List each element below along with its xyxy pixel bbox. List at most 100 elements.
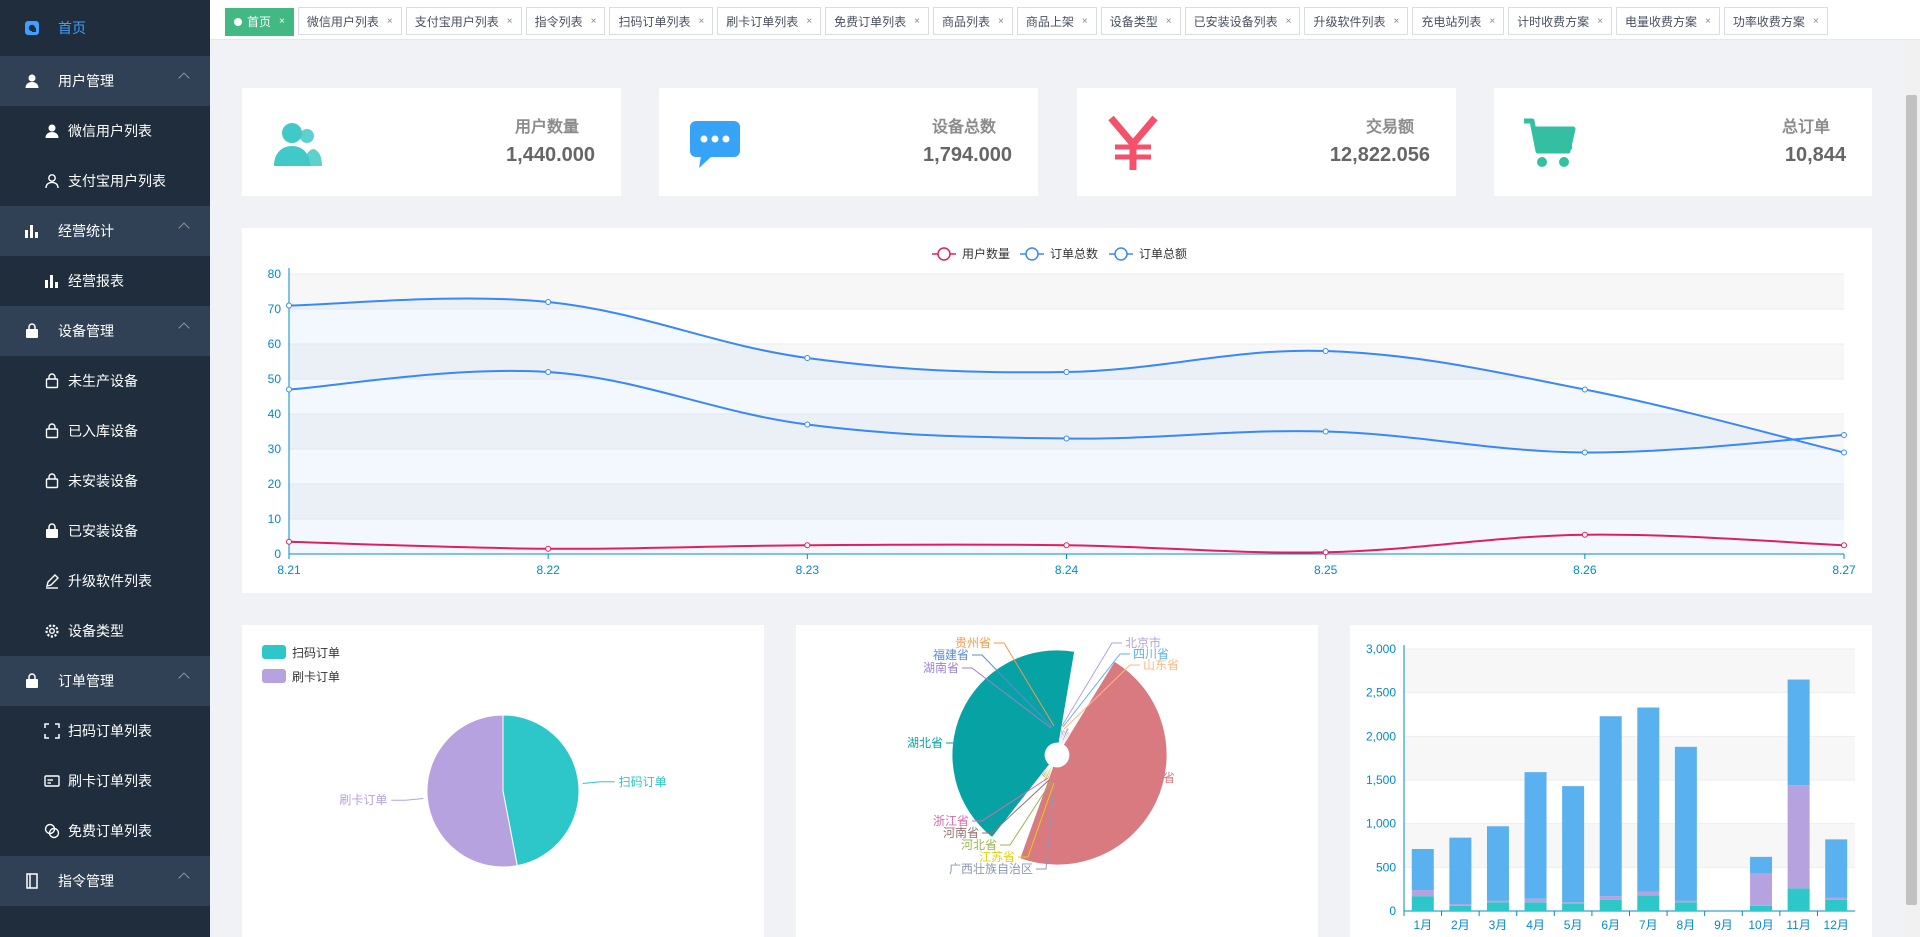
- rose-slice[interactable]: [951, 649, 1076, 839]
- close-icon[interactable]: ×: [386, 15, 393, 27]
- bar-segment[interactable]: [1486, 900, 1509, 903]
- bar-segment[interactable]: [1562, 786, 1585, 903]
- close-icon[interactable]: ×: [506, 15, 513, 27]
- legend-item[interactable]: 用户数量: [932, 246, 1010, 261]
- close-icon[interactable]: ×: [1081, 15, 1088, 27]
- bar-segment[interactable]: [1637, 891, 1660, 896]
- bar-segment[interactable]: [1411, 896, 1434, 911]
- bar-segment[interactable]: [1486, 826, 1509, 901]
- sidebar-item-2-0[interactable]: 未生产设备: [0, 356, 210, 406]
- sidebar-item-3-0[interactable]: 扫码订单列表: [0, 706, 210, 756]
- close-icon[interactable]: ×: [1165, 15, 1172, 27]
- bar-segment[interactable]: [1825, 897, 1848, 900]
- sidebar-item-2-1[interactable]: 已入库设备: [0, 406, 210, 456]
- sidebar-item-2-2[interactable]: 未安装设备: [0, 456, 210, 506]
- tag-home[interactable]: 首页 ×: [225, 7, 294, 36]
- sidebar-item-0-1[interactable]: 支付宝用户列表: [0, 156, 210, 206]
- close-icon[interactable]: ×: [998, 15, 1004, 27]
- tag-item[interactable]: 已安装设备列表 ×: [1184, 7, 1301, 35]
- stat-card-0[interactable]: 用户数量 1,440.000: [242, 88, 621, 196]
- tag-item[interactable]: 商品列表 ×: [933, 7, 1013, 35]
- bar-segment[interactable]: [1599, 896, 1622, 900]
- sidebar-item-3-1[interactable]: 刷卡订单列表: [0, 756, 210, 806]
- bar-segment[interactable]: [1562, 902, 1585, 905]
- sidebar-group-1[interactable]: 经营统计: [0, 206, 210, 256]
- bar-segment[interactable]: [1750, 873, 1773, 906]
- close-icon[interactable]: ×: [1705, 15, 1711, 27]
- pie-slice[interactable]: [502, 714, 580, 867]
- sidebar-item-3-2[interactable]: 免费订单列表: [0, 806, 210, 856]
- sidebar-group-4[interactable]: 指令管理: [0, 856, 210, 906]
- legend-item[interactable]: 刷卡订单: [262, 669, 340, 684]
- sidebar-item-2-4[interactable]: 升级软件列表: [0, 556, 210, 606]
- sidebar-item-2-5[interactable]: 设备类型: [0, 606, 210, 656]
- scrollbar-thumb[interactable]: [1906, 95, 1917, 905]
- stat-card-1[interactable]: 设备总数 1,794.000: [659, 88, 1038, 196]
- tag-item[interactable]: 商品上架 ×: [1016, 7, 1097, 35]
- bar-segment[interactable]: [1825, 899, 1848, 911]
- close-icon[interactable]: ×: [590, 15, 597, 27]
- bar-segment[interactable]: [1411, 890, 1434, 897]
- close-icon[interactable]: ×: [1597, 15, 1604, 27]
- sidebar-group-0[interactable]: 用户管理: [0, 56, 210, 106]
- bar-segment[interactable]: [1411, 848, 1434, 891]
- sidebar-item-0-0[interactable]: 微信用户列表: [0, 106, 210, 156]
- legend-item[interactable]: 订单总额: [1109, 247, 1187, 261]
- bar-segment[interactable]: [1750, 905, 1773, 911]
- bar-segment[interactable]: [1674, 900, 1697, 903]
- tag-item[interactable]: 充电站列表 ×: [1412, 7, 1505, 35]
- sidebar-group-2[interactable]: 设备管理: [0, 306, 210, 356]
- tag-item[interactable]: 电量收费方案 ×: [1616, 7, 1720, 35]
- sidebar-item-home[interactable]: 首页: [0, 0, 210, 56]
- bar-segment[interactable]: [1787, 785, 1810, 889]
- legend-item[interactable]: 扫码订单: [262, 645, 340, 660]
- rose-slice[interactable]: [1062, 731, 1072, 746]
- close-icon[interactable]: ×: [1285, 15, 1292, 27]
- bar-segment[interactable]: [1562, 904, 1585, 911]
- close-icon[interactable]: ×: [279, 16, 285, 27]
- bar-segment[interactable]: [1637, 895, 1660, 911]
- rose-slice[interactable]: [1019, 660, 1168, 866]
- legend-item[interactable]: 订单总数: [1020, 246, 1098, 261]
- close-icon[interactable]: ×: [698, 15, 705, 27]
- bar-segment[interactable]: [1599, 716, 1622, 897]
- tag-item[interactable]: 刷卡订单列表 ×: [717, 7, 822, 35]
- tag-item[interactable]: 升级软件列表 ×: [1304, 7, 1409, 35]
- bar-segment[interactable]: [1787, 679, 1810, 786]
- close-icon[interactable]: ×: [806, 15, 813, 27]
- tag-item[interactable]: 功率收费方案 ×: [1723, 7, 1828, 35]
- tag-item[interactable]: 指令列表 ×: [525, 7, 606, 35]
- stat-card-3[interactable]: 总订单 10,844: [1494, 88, 1872, 196]
- sidebar-item-1-0[interactable]: 经营报表: [0, 256, 210, 306]
- page-scrollbar[interactable]: [1903, 40, 1920, 937]
- bar-segment[interactable]: [1524, 902, 1547, 911]
- tag-item[interactable]: 计时收费方案 ×: [1508, 7, 1613, 35]
- bar-segment[interactable]: [1674, 746, 1697, 901]
- bar-segment[interactable]: [1449, 904, 1472, 906]
- close-icon[interactable]: ×: [1489, 15, 1496, 27]
- rose-slice[interactable]: [1060, 727, 1070, 745]
- pie-slice[interactable]: [426, 714, 518, 868]
- sidebar-group-3[interactable]: 订单管理: [0, 656, 210, 706]
- bar-segment[interactable]: [1449, 905, 1472, 911]
- close-icon[interactable]: ×: [914, 15, 921, 27]
- bar-segment[interactable]: [1637, 707, 1660, 892]
- sidebar-item-2-3[interactable]: 已安装设备: [0, 506, 210, 556]
- bar-segment[interactable]: [1750, 856, 1773, 874]
- bar-segment[interactable]: [1449, 837, 1472, 905]
- bar-segment[interactable]: [1787, 888, 1810, 911]
- tag-item[interactable]: 微信用户列表 ×: [297, 7, 402, 35]
- tag-item[interactable]: 扫码订单列表 ×: [609, 7, 714, 35]
- tag-item[interactable]: 免费订单列表 ×: [825, 7, 930, 35]
- stat-card-2[interactable]: 交易额 12,822.056: [1077, 88, 1456, 196]
- bar-segment[interactable]: [1524, 898, 1547, 903]
- bar-segment[interactable]: [1599, 899, 1622, 911]
- bar-segment[interactable]: [1825, 839, 1848, 898]
- tag-item[interactable]: 支付宝用户列表 ×: [405, 7, 522, 35]
- close-icon[interactable]: ×: [1393, 15, 1400, 27]
- bar-segment[interactable]: [1674, 902, 1697, 911]
- close-icon[interactable]: ×: [1812, 15, 1819, 27]
- tag-item[interactable]: 设备类型 ×: [1100, 7, 1181, 35]
- bar-segment[interactable]: [1486, 902, 1509, 911]
- bar-segment[interactable]: [1524, 772, 1547, 899]
